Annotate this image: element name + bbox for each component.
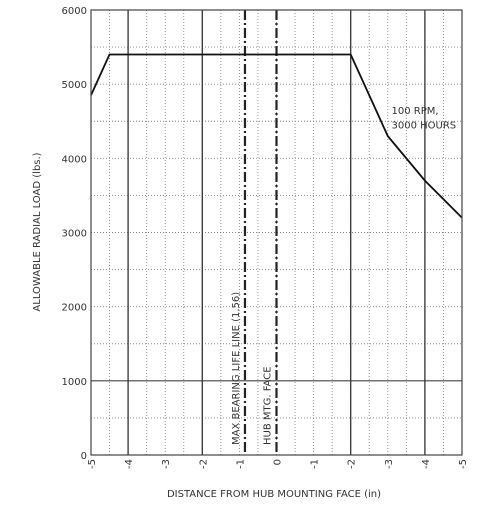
y-axis-label: ALLOWABLE RADIAL LOAD (lbs.) xyxy=(32,152,43,311)
y-tick-label: 5000 xyxy=(62,80,87,91)
x-tick-label: -1 xyxy=(235,459,246,469)
major-vertical-lines xyxy=(127,10,426,455)
reference-line-label: HUB MTG. FACE xyxy=(263,366,274,445)
y-tick-label: 3000 xyxy=(62,229,87,240)
annotations: 100 RPM, 3000 HOURS xyxy=(392,106,457,132)
reference-line-label: MAX BEARING LIFE LINE (1.56) xyxy=(231,292,242,445)
series-layer xyxy=(90,53,463,219)
x-tick-label: -4 xyxy=(124,459,135,469)
reference-lines: MAX BEARING LIFE LINE (1.56) HUB MTG. FAC… xyxy=(231,10,278,455)
x-tick-label: -3 xyxy=(161,459,172,469)
y-tick-label: 4000 xyxy=(62,154,87,165)
series-annotation: 3000 HOURS xyxy=(392,121,457,132)
x-tick-label: -5 xyxy=(87,459,98,469)
x-tick-label: -2 xyxy=(347,459,358,469)
series-annotation: 100 RPM, xyxy=(392,106,439,117)
y-tick-label: 6000 xyxy=(62,6,87,17)
x-tick-label: -2 xyxy=(198,459,209,469)
x-tick-labels: -5 -4 -3 -2 -1 0 -1 -2 -3 -4 -5 xyxy=(87,459,469,469)
y-tick-label: 0 xyxy=(81,451,87,462)
y-tick-label: 1000 xyxy=(62,377,87,388)
x-tick-label: -1 xyxy=(310,459,321,469)
y-tick-labels: 0 1000 2000 3000 4000 5000 6000 xyxy=(62,6,87,462)
x-axis-label: DISTANCE FROM HUB MOUNTING FACE (in) xyxy=(167,489,381,500)
x-tick-label: 0 xyxy=(273,459,284,465)
plot-frame xyxy=(90,9,463,456)
y-tick-label: 2000 xyxy=(62,303,87,314)
x-tick-label: -4 xyxy=(421,459,432,469)
x-tick-label: -3 xyxy=(384,459,395,469)
series-line xyxy=(90,53,463,219)
x-tick-label: -5 xyxy=(458,459,469,469)
